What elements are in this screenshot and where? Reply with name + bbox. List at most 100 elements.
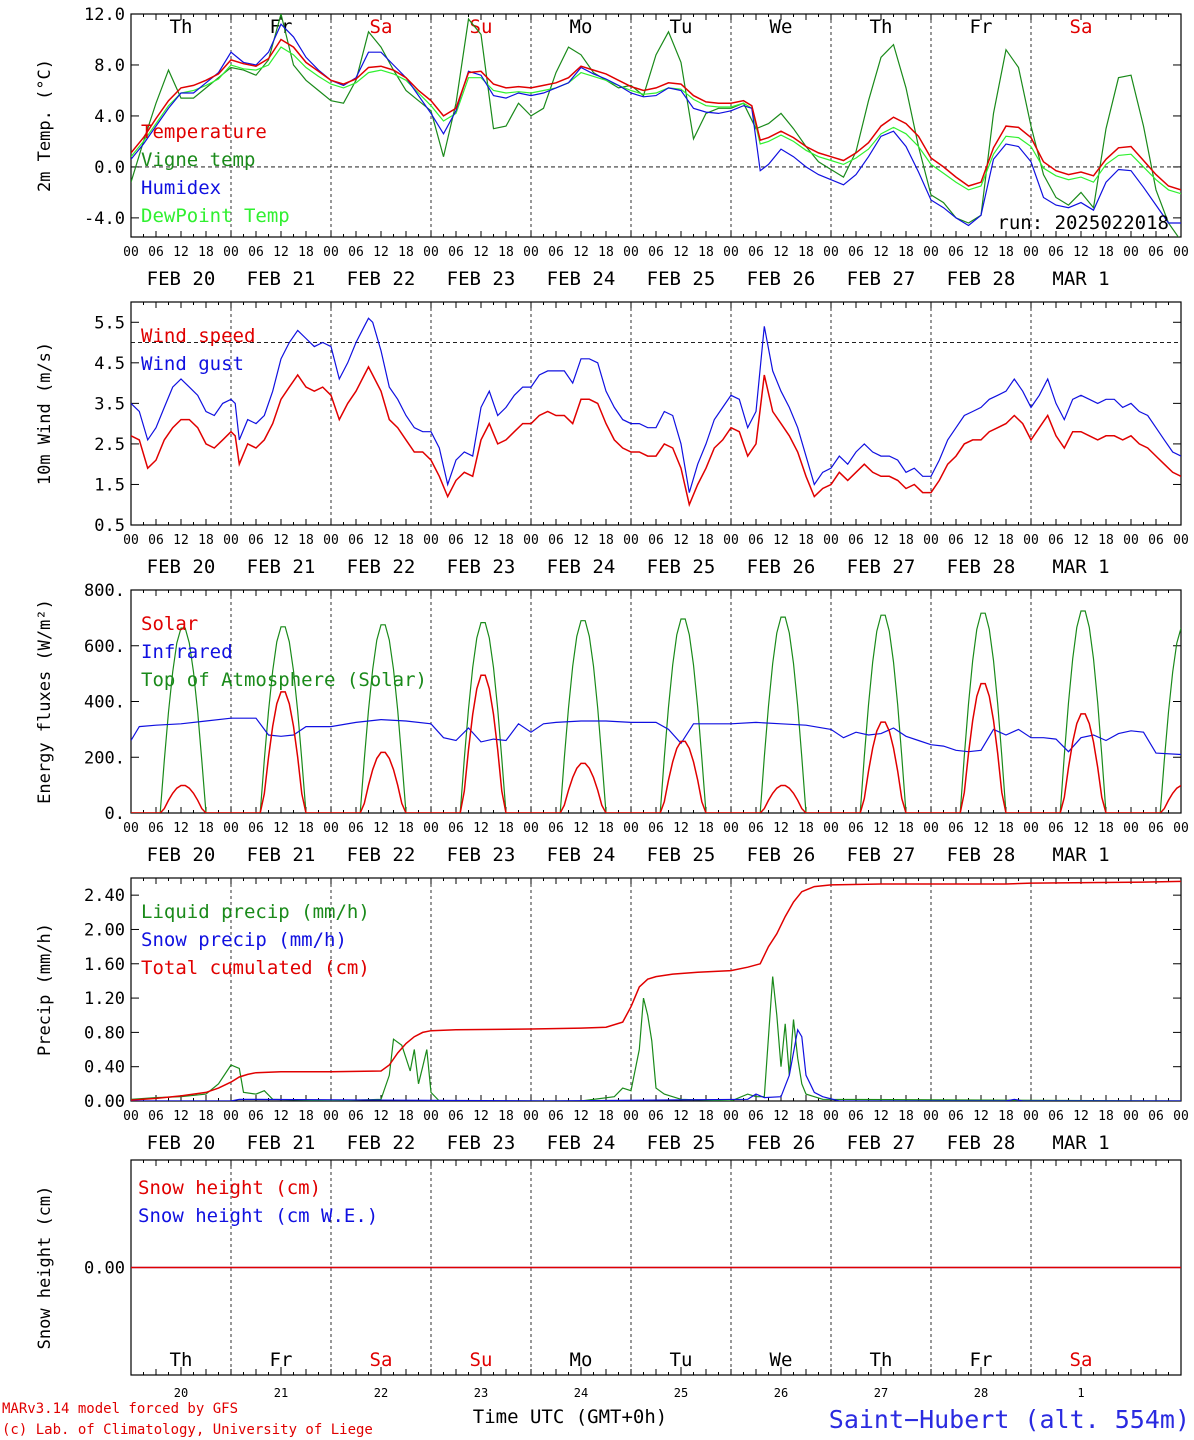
date-label: MAR 1 [1052,844,1109,866]
hour-tick-label: 06 [148,533,164,548]
hour-tick-label: 00 [1123,245,1139,260]
series-line-solar [131,674,1181,813]
hour-tick-label: 00 [623,821,639,836]
y-tick-label: 2.40 [84,886,125,906]
date-label: FEB 22 [347,1132,416,1154]
hour-tick-label: 18 [1098,533,1114,548]
day-name-label: Sa [370,1349,393,1371]
day-name-label: Sa [370,16,393,38]
hour-tick-label: 12 [373,533,389,548]
y-tick-label: 3.5 [94,394,125,414]
day-name-label: We [770,1349,793,1371]
hour-tick-label: 12 [773,1109,789,1124]
hour-tick-label: 06 [448,821,464,836]
legend-entry: Snow height (cm) [138,1177,321,1199]
hour-tick-label: 06 [748,533,764,548]
hour-tick-label: 00 [323,821,339,836]
day-name-label: Th [170,1349,193,1371]
day-name-label: Th [170,16,193,38]
hour-tick-label: 12 [273,245,289,260]
hour-tick-label: 06 [248,1109,264,1124]
panel-5: Th 20 Fr 21 Sa 22 Su 23 Mo 24 Tu 25 We 26 Th 27 Fr 28 Sa 1 0… [35,1159,1182,1400]
hour-tick-label: 12 [873,1109,889,1124]
hour-tick-label: 06 [548,1109,564,1124]
hour-tick-label: 12 [1073,821,1089,836]
day-name-label: Sa [1070,1349,1093,1371]
hour-tick-label: 12 [273,1109,289,1124]
date-label: FEB 25 [647,1132,716,1154]
hour-tick-label: 18 [898,1109,914,1124]
y-tick-label: 0.40 [84,1058,125,1078]
date-label: FEB 28 [947,1132,1016,1154]
hour-tick-label: 00 [623,533,639,548]
hour-tick-label: 18 [198,245,214,260]
hour-tick-label: 12 [673,1109,689,1124]
hour-tick-label: 18 [598,245,614,260]
y-tick-label: 1.5 [94,475,125,495]
legend-entry: Snow precip (mm/h) [141,929,347,951]
hour-tick-label: 18 [898,533,914,548]
hour-tick-label: 06 [148,245,164,260]
hour-tick-label: 12 [473,821,489,836]
y-tick-label: 0.80 [84,1023,125,1043]
hour-tick-label: 06 [1048,245,1064,260]
hour-tick-label: 00 [523,245,539,260]
date-label: FEB 24 [547,844,616,866]
day-name-label: Fr [270,16,293,38]
hour-tick-label: 06 [948,821,964,836]
y-axis-label: 10m Wind (m/s) [35,342,55,485]
series-group [131,880,1181,1101]
y-tick-label: 200. [84,748,125,768]
date-label: MAR 1 [1052,268,1109,290]
hour-tick-label: 06 [848,533,864,548]
hour-tick-label: 18 [798,533,814,548]
x-axis-label: Time UTC (GMT+0h) [473,1406,667,1428]
hour-tick-label: 06 [648,533,664,548]
hour-tick-label: 12 [573,245,589,260]
y-axis-label: Energy fluxes (W/m²) [35,599,55,804]
series-line-top-of-atmosphere-solar [131,610,1181,813]
hour-tick-label: 00 [423,245,439,260]
hour-tick-label: 00 [223,821,239,836]
legend-entry: Wind gust [141,353,244,375]
hour-tick-label: 06 [548,533,564,548]
hour-tick-label: 00 [323,533,339,548]
hour-tick-label: 12 [973,821,989,836]
hour-tick-label: 12 [973,533,989,548]
date-label: FEB 25 [647,556,716,578]
y-tick-label: 1.20 [84,989,125,1009]
hour-tick-label: 18 [1098,245,1114,260]
hour-tick-label: 18 [798,1109,814,1124]
day-name-label: Fr [970,16,993,38]
y-tick-label: 0.00 [84,1259,125,1279]
hour-tick-label: 00 [523,533,539,548]
hour-tick-label: 12 [1073,533,1089,548]
hour-tick-label: 18 [1098,1109,1114,1124]
date-label: FEB 27 [847,844,916,866]
series-line-vigne-temp [131,14,1180,237]
hour-tick-label: 00 [1023,245,1039,260]
series-group [131,317,1181,508]
y-tick-label: 0.00 [84,1092,125,1112]
y-tick-label: 12.0 [84,5,125,25]
hour-tick-label: 18 [898,821,914,836]
hour-tick-label: 12 [173,821,189,836]
hour-tick-label: 18 [698,821,714,836]
hour-tick-label: 18 [798,821,814,836]
hour-tick-label: 06 [848,245,864,260]
hour-tick-label: 18 [198,533,214,548]
hour-tick-label: 18 [998,245,1014,260]
hour-tick-label: 06 [748,245,764,260]
date-label: FEB 24 [547,1132,616,1154]
date-label: FEB 21 [247,844,316,866]
hour-tick-label: 12 [873,821,889,836]
hour-tick-label: 18 [198,821,214,836]
hour-tick-label: 06 [148,821,164,836]
date-label: FEB 20 [147,268,216,290]
date-label: FEB 26 [747,268,816,290]
hour-tick-label: 18 [198,1109,214,1124]
day-number-label: 21 [274,1386,288,1400]
day-number-label: 20 [174,1386,188,1400]
hour-tick-label: 12 [173,533,189,548]
